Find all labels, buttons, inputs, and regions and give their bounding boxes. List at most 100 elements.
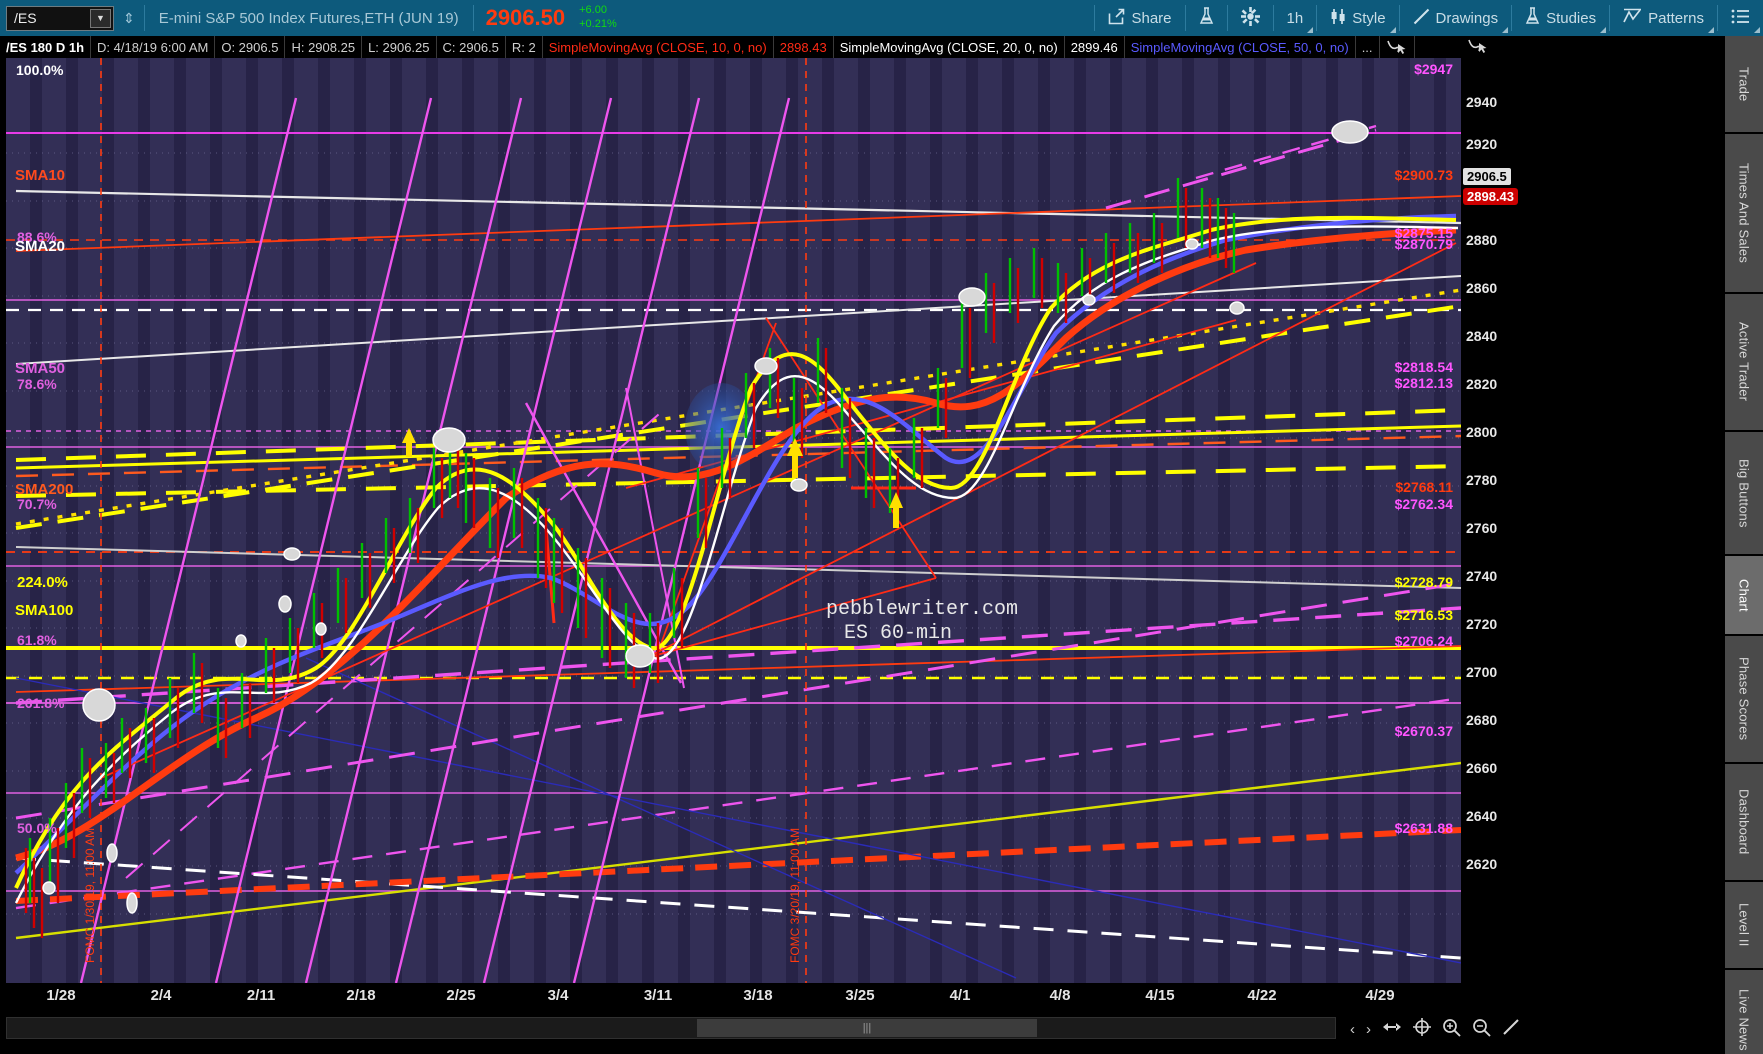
line-tool-icon[interactable] [1502,1018,1520,1040]
price-axis[interactable]: 2940 2920 2906.5 2898.43 2880 2860 2840 … [1461,58,1537,983]
chart-nav-tools: ‹ › [1350,1011,1520,1047]
line-icon [1413,8,1430,29]
instrument-description: E-mini S&P 500 Index Futures,ETH (JUN 19… [158,9,459,27]
price-change: +6.00 +0.21% [577,0,627,36]
readout-high: H: 2908.25 [285,36,363,58]
price-tick: 2700 [1466,664,1498,680]
crosshair-pointer-icon[interactable] [1467,38,1489,57]
drawings-label: Drawings [1435,9,1499,27]
readout-range: R: 2 [506,36,543,58]
study-more[interactable]: ... [1356,36,1380,58]
date-tick: 4/29 [1365,987,1395,1004]
sidebar-tab-active-trader[interactable]: Active Trader [1725,294,1763,432]
price-label-2947: $2947 [1414,61,1453,77]
price-tick: 2680 [1466,712,1498,728]
drawings-button[interactable]: Drawings [1400,0,1512,36]
study-sma50-label[interactable]: SimpleMovingAvg (CLOSE, 50, 0, no) [1125,36,1356,58]
price-tick: 2820 [1466,376,1498,392]
chevron-left-icon[interactable]: ‹ [1350,1020,1355,1038]
detach-icon[interactable]: ⇕ [123,9,135,26]
pivot-markers [42,120,1369,914]
sidebar-tab-trade[interactable]: Trade [1725,36,1763,134]
divider [1272,5,1274,31]
candle-icon [1330,8,1346,29]
symbol-value: /ES [14,10,37,26]
chart-canvas[interactable]: FOMC 1/30/19, 11:00 AM FOMC 3/20/19, 11:… [6,58,1461,983]
studies-button[interactable]: Studies [1512,0,1609,36]
top-toolbar: /ES ▼ ⇕ E-mini S&P 500 Index Futures,ETH… [0,0,1763,36]
crosshair-icon[interactable] [1413,1018,1431,1040]
last-price: 2906.50 [485,5,566,30]
sidebar-tab-list: Trade Times And Sales Active Trader Big … [1725,36,1763,1054]
price-label-2706: $2706.24 [1394,633,1453,649]
label-fib-786: 78.6% [17,376,57,392]
sidebar-tab-dashboard[interactable]: Dashboard [1725,764,1763,882]
share-button[interactable]: Share [1095,0,1184,36]
signal-arrows [402,428,903,528]
chart-spec-label: /ES 180 D 1h [0,36,92,58]
chevron-right-icon[interactable]: › [1366,1020,1371,1038]
label-fib-886: 88.6% [17,229,57,245]
fomc-right-label: FOMC 3/20/19, 11:00 AM [788,828,802,963]
study-readout-strip: /ES 180 D 1h D: 4/18/19 6:00 AM O: 2906.… [0,36,1763,58]
chevron-down-icon [1502,27,1509,33]
pan-horizontal-icon[interactable] [1382,1020,1402,1038]
style-button[interactable]: Style [1317,0,1398,36]
status-bar: ||| ‹ › Drawing set: 2019-0418 [0,1011,1763,1047]
sidebar-tab-chart[interactable]: Chart [1725,556,1763,636]
study-sma20-label[interactable]: SimpleMovingAvg (CLOSE, 20, 0, no) [834,36,1065,58]
divider [1609,5,1611,31]
fib-levels [6,132,1461,892]
price-tick: 2660 [1466,760,1498,776]
sidebar-tab-times-and-sales[interactable]: Times And Sales [1725,134,1763,294]
sidebar-tab-big-buttons[interactable]: Big Buttons [1725,432,1763,556]
menu-button[interactable] [1718,0,1763,36]
chevron-down-icon [1389,27,1396,33]
sidebar-tab-phase-scores[interactable]: Phase Scores [1725,636,1763,764]
symbol-input[interactable]: /ES ▼ [6,5,114,31]
readout-low: L: 2906.25 [362,36,437,58]
price-tick: 2780 [1466,472,1498,488]
watermark-line2: ES 60-min [844,622,952,645]
study-sma10-value: 2898.43 [774,36,834,58]
event-lines [100,58,807,983]
price-label-2762: $2762.34 [1394,496,1453,512]
chevron-down-icon [1754,27,1760,33]
timeframe-button[interactable]: 1h [1274,0,1317,36]
price-tick: 2880 [1466,232,1498,248]
date-tick: 4/15 [1145,987,1175,1004]
scrollbar-thumb[interactable]: ||| [697,1019,1037,1037]
label-sma20: SMA20 [15,238,66,255]
date-tick: 3/4 [547,987,569,1004]
sidebar-tab-live-news[interactable]: Live News [1725,970,1763,1054]
patterns-button[interactable]: Patterns [1610,0,1717,36]
zoom-in-icon[interactable] [1442,1018,1461,1041]
divider [1717,5,1718,31]
symbol-entry[interactable]: /ES ▼ [0,0,114,36]
chevron-down-icon[interactable]: ▼ [90,8,111,28]
price-tick: 2940 [1466,94,1498,110]
price-label-2875: $2875.15 [1394,225,1453,241]
crosshair-pointer-icon[interactable] [1380,36,1415,58]
zoom-out-icon[interactable] [1472,1018,1491,1041]
magenta-channels [15,97,1461,983]
settings-button[interactable] [1228,0,1273,36]
date-tick: 2/25 [446,987,476,1004]
current-price-flag: 2906.5 [1463,168,1511,185]
chart-scrollbar[interactable]: ||| [6,1017,1336,1039]
divider [1226,5,1228,31]
price-tick: 2740 [1466,568,1498,584]
price-tick: 2800 [1466,424,1498,440]
readout-open: O: 2906.5 [215,36,286,58]
sidebar-tab-level-ii[interactable]: Level II [1725,882,1763,970]
sma-price-flag: 2898.43 [1463,188,1518,205]
style-label: Style [1352,9,1386,27]
date-tick: 3/18 [743,987,773,1004]
flask-button[interactable] [1186,0,1227,36]
study-sma10-label[interactable]: SimpleMovingAvg (CLOSE, 10, 0, no) [543,36,774,58]
date-tick: 2/11 [246,987,276,1004]
label-sma100: SMA100 [15,602,74,619]
label-fib-2618: 261.8% [17,695,65,711]
date-axis[interactable]: 1/28 2/4 2/11 2/18 2/25 3/4 3/11 3/18 3/… [6,983,1537,1011]
label-fib-618: 61.8% [17,632,57,648]
